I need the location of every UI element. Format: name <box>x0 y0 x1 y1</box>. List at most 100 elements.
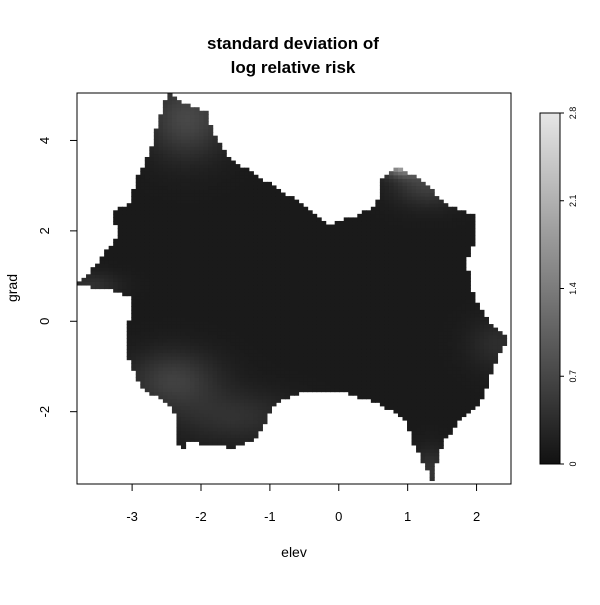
heatmap-cell <box>353 352 358 356</box>
heatmap-cell <box>308 342 313 346</box>
heatmap-cell <box>140 203 145 207</box>
heatmap-cell <box>403 281 408 285</box>
heatmap-cell <box>412 207 417 211</box>
heatmap-cell <box>172 406 177 410</box>
heatmap-cell <box>204 324 209 328</box>
heatmap-cell <box>389 299 394 303</box>
heatmap-cell <box>434 296 439 300</box>
heatmap-cell <box>393 363 398 367</box>
heatmap-cell <box>335 342 340 346</box>
heatmap-cell <box>167 228 172 232</box>
heatmap-cell <box>330 303 335 307</box>
heatmap-cell <box>136 289 141 293</box>
heatmap-cell <box>357 331 362 335</box>
heatmap-cell <box>217 253 222 257</box>
heatmap-cell <box>176 185 181 189</box>
heatmap-cell <box>172 399 177 403</box>
heatmap-cell <box>145 175 150 179</box>
heatmap-cell <box>204 406 209 410</box>
heatmap-cell <box>384 296 389 300</box>
heatmap-cell <box>204 232 209 236</box>
heatmap-cell <box>213 328 218 332</box>
heatmap-cell <box>195 292 200 296</box>
heatmap-cell <box>127 335 132 339</box>
heatmap-cell <box>167 278 172 282</box>
heatmap-cell <box>167 161 172 165</box>
heatmap-cell <box>393 367 398 371</box>
heatmap-cell <box>145 171 150 175</box>
heatmap-cell <box>375 374 380 378</box>
heatmap-cell <box>384 246 389 250</box>
heatmap-cell <box>149 182 154 186</box>
heatmap-cell <box>167 395 172 399</box>
heatmap-cell <box>181 129 186 133</box>
heatmap-cell <box>425 193 430 197</box>
heatmap-cell <box>167 338 172 342</box>
heatmap-cell <box>276 249 281 253</box>
heatmap-cell <box>280 292 285 296</box>
heatmap-cell <box>384 217 389 221</box>
heatmap-cell <box>430 381 435 385</box>
heatmap-cell <box>344 221 349 225</box>
heatmap-cell <box>258 285 263 289</box>
heatmap-cell <box>158 267 163 271</box>
heatmap-cell <box>289 264 294 268</box>
heatmap-cell <box>167 246 172 250</box>
heatmap-cell <box>122 214 127 218</box>
heatmap-cell <box>199 161 204 165</box>
heatmap-cell <box>262 345 267 349</box>
heatmap-cell <box>172 402 177 406</box>
heatmap-cell <box>289 249 294 253</box>
heatmap-cell <box>145 225 150 229</box>
heatmap-cell <box>199 235 204 239</box>
heatmap-cell <box>326 299 331 303</box>
heatmap-cell <box>353 274 358 278</box>
heatmap-cell <box>299 338 304 342</box>
heatmap-cell <box>357 328 362 332</box>
heatmap-cell <box>416 257 421 261</box>
heatmap-cell <box>204 189 209 193</box>
heatmap-cell <box>357 395 362 399</box>
heatmap-cell <box>226 409 231 413</box>
heatmap-cell <box>136 207 141 211</box>
heatmap-cell <box>285 356 290 360</box>
heatmap-cell <box>204 114 209 118</box>
heatmap-cell <box>294 267 299 271</box>
heatmap-cell <box>344 320 349 324</box>
heatmap-cell <box>430 200 435 204</box>
heatmap-cell <box>190 388 195 392</box>
heatmap-cell <box>213 338 218 342</box>
heatmap-cell <box>249 406 254 410</box>
heatmap-cell <box>190 182 195 186</box>
heatmap-cell <box>140 178 145 182</box>
heatmap-cell <box>131 235 136 239</box>
heatmap-cell <box>326 313 331 317</box>
heatmap-cell <box>357 239 362 243</box>
heatmap-cell <box>403 296 408 300</box>
heatmap-cell <box>348 360 353 364</box>
heatmap-cell <box>430 388 435 392</box>
heatmap-cell <box>353 260 358 264</box>
heatmap-cell <box>380 367 385 371</box>
heatmap-cell <box>276 246 281 250</box>
heatmap-cell <box>190 420 195 424</box>
heatmap-cell <box>208 306 213 310</box>
heatmap-cell <box>154 328 159 332</box>
heatmap-cell <box>380 310 385 314</box>
heatmap-cell <box>204 271 209 275</box>
heatmap-cell <box>213 249 218 253</box>
heatmap-cell <box>434 239 439 243</box>
heatmap-cell <box>335 278 340 282</box>
heatmap-cell <box>326 235 331 239</box>
heatmap-cell <box>421 448 426 452</box>
heatmap-cell <box>258 388 263 392</box>
heatmap-cell <box>267 214 272 218</box>
heatmap-cell <box>235 317 240 321</box>
heatmap-cell <box>416 424 421 428</box>
heatmap-cell <box>186 264 191 268</box>
heatmap-cell <box>271 296 276 300</box>
heatmap-cell <box>357 289 362 293</box>
heatmap-cell <box>398 392 403 396</box>
heatmap-cell <box>240 384 245 388</box>
heatmap-cell <box>312 235 317 239</box>
